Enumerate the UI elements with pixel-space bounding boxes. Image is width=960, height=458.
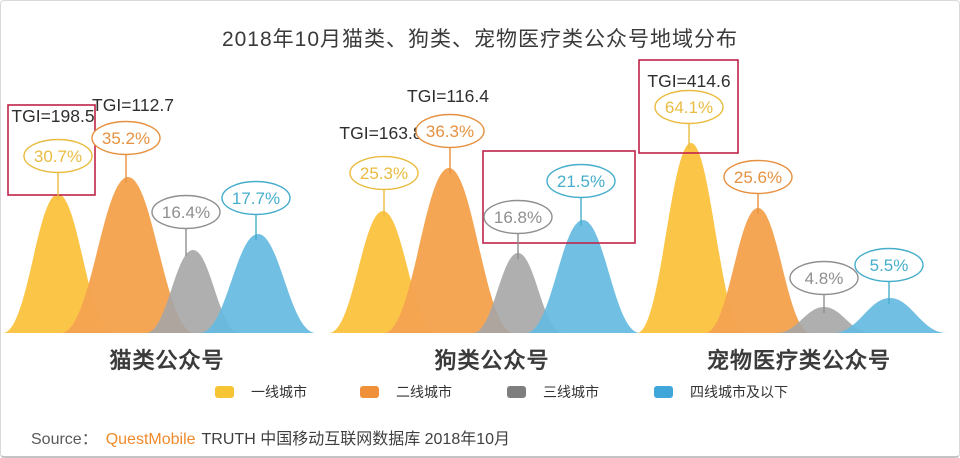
source-text: TRUTH 中国移动互联网数据库 2018年10月 (201, 431, 511, 448)
value-bubble-pet-medical-tier4 (854, 247, 924, 283)
hill-cat-tier3 (146, 250, 240, 333)
value-bubble-pet-medical-tier1 (654, 89, 724, 125)
hill-pet-medical-tier4 (833, 298, 947, 333)
brand-questmobile: QuestMobile (105, 431, 196, 448)
hill-dog-tier3 (473, 253, 563, 333)
source-prefix: Source： (31, 431, 98, 448)
legend-label-tier4: 四线城市及以下 (690, 384, 788, 400)
value-bubble-cat-tier2 (91, 120, 161, 156)
hill-pet-medical-tier3 (776, 307, 872, 333)
legend-swatch-tier2 (360, 386, 379, 398)
legend-label-tier1: 一线城市 (251, 384, 307, 400)
value-label-cat-tier4: 17.7% (232, 189, 280, 208)
value-bubble-dog-tier2 (415, 113, 485, 149)
legend-item-tier3: 三线城市 (507, 382, 599, 402)
legend-label-tier3: 三线城市 (543, 384, 599, 400)
value-bubble-dog-tier3 (483, 199, 553, 235)
value-label-cat-tier1: 30.7% (34, 147, 82, 166)
group-label-cat: 猫类公众号 (109, 348, 225, 373)
highlight-box-cat (7, 104, 96, 196)
value-bubble-dog-tier1 (349, 155, 419, 191)
value-bubble-cat-tier3 (151, 194, 221, 230)
value-label-dog-tier1: 25.3% (360, 164, 408, 183)
value-bubble-cat-tier1 (23, 138, 93, 174)
value-label-pet-medical-tier3: 4.8% (805, 269, 844, 288)
legend-item-tier4: 四线城市及以下 (654, 382, 788, 402)
legend-swatch-tier3 (507, 386, 526, 398)
highlight-box-dog (482, 150, 636, 244)
tgi-label-dog-tier2: TGI=116.4 (407, 86, 489, 106)
value-bubble-dog-tier4 (546, 163, 616, 199)
chart-title: 2018年10月猫类、狗类、宠物医疗类公众号地域分布 (221, 28, 739, 51)
hill-dog-tier4 (526, 220, 640, 333)
legend-swatch-tier4 (654, 386, 673, 398)
value-bubble-cat-tier4 (221, 180, 291, 216)
hill-dog-tier2 (384, 168, 514, 333)
value-label-cat-tier3: 16.4% (162, 203, 210, 222)
hill-pet-medical-tier2 (705, 208, 811, 333)
legend-item-tier2: 二线城市 (360, 382, 452, 402)
distribution-chart: 30.7% TGI=198.5 35.2% TGI=112.7 16.4% 17.7% 25… (3, 59, 947, 333)
legend-swatch-tier1 (215, 386, 234, 398)
hill-cat-tier4 (200, 234, 316, 333)
tgi-label-dog-tier1: TGI=163.8 (339, 123, 422, 143)
value-label-cat-tier2: 35.2% (102, 129, 150, 148)
legend-item-tier1: 一线城市 (215, 382, 307, 402)
value-bubble-pet-medical-tier2 (723, 159, 793, 195)
hill-pet-medical-tier1 (637, 143, 745, 333)
tgi-label-cat-tier1: TGI=198.5 (11, 106, 94, 126)
value-label-pet-medical-tier4: 5.5% (870, 256, 909, 275)
value-label-dog-tier3: 16.8% (494, 208, 542, 227)
tgi-label-cat-tier2: TGI=112.7 (92, 95, 174, 115)
value-label-dog-tier4: 21.5% (557, 172, 605, 191)
group-label-dog: 狗类公众号 (434, 348, 550, 373)
value-label-dog-tier2: 36.3% (426, 122, 474, 141)
legend: 一线城市 二线城市 三线城市 四线城市及以下 (1, 382, 959, 402)
value-bubble-pet-medical-tier3 (789, 260, 859, 296)
tgi-label-pet-medical-tier1: TGI=414.6 (647, 71, 730, 91)
legend-label-tier2: 二线城市 (396, 384, 452, 400)
highlight-box-pet-medical (638, 59, 739, 154)
group-label-pet-medical: 宠物医疗类公众号 (706, 348, 892, 373)
value-label-pet-medical-tier1: 64.1% (665, 98, 713, 117)
value-label-pet-medical-tier2: 25.6% (734, 168, 782, 187)
hill-cat-tier2 (61, 177, 195, 333)
source-line: Source： QuestMobile TRUTH 中国移动互联网数据库 201… (31, 425, 510, 449)
